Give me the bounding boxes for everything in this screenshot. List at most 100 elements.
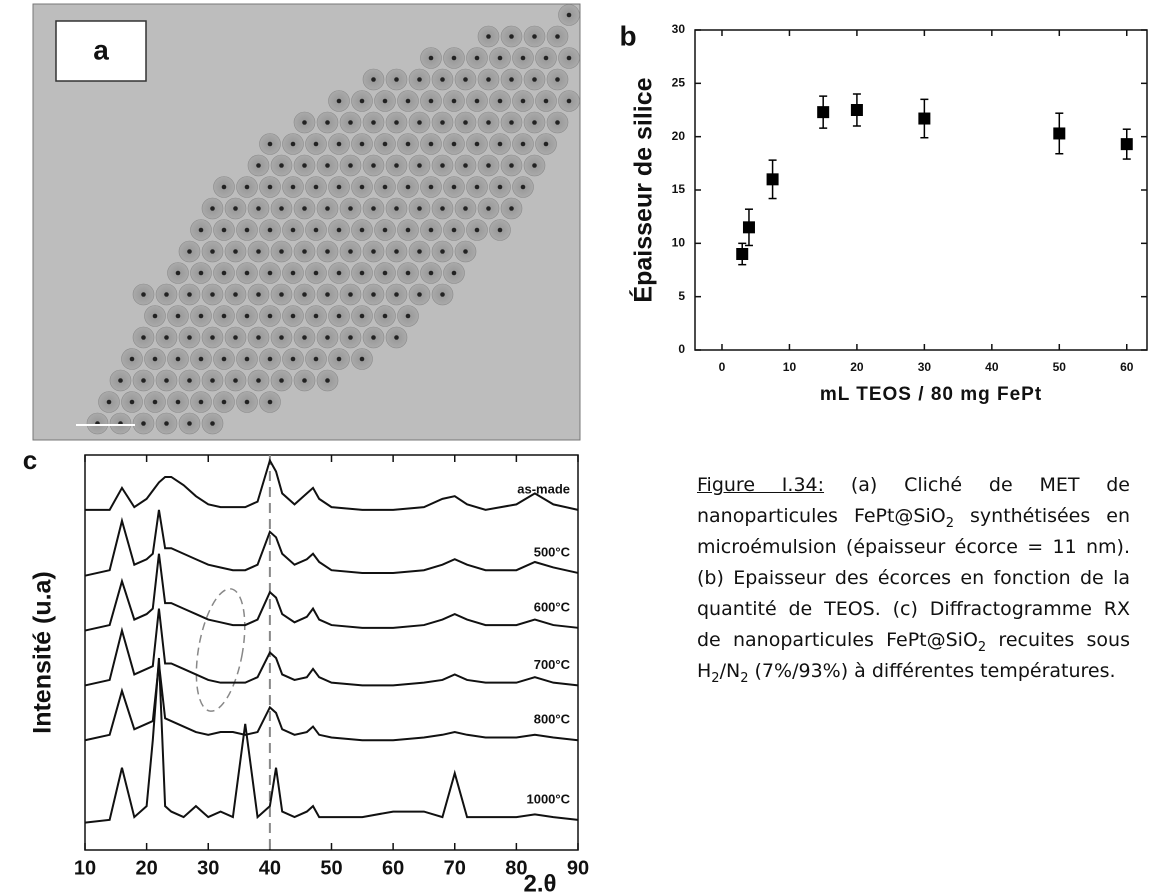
y-tick-label: 5 [678, 289, 685, 303]
particle-core [279, 378, 284, 383]
point [817, 106, 830, 119]
particle-core [267, 270, 273, 276]
particle-core [325, 335, 330, 340]
particle-core [394, 77, 399, 82]
particle-core [164, 292, 169, 297]
particle-core [198, 313, 204, 319]
particle-core [474, 98, 480, 104]
particle-core [325, 120, 330, 125]
y-tick-label: 25 [672, 76, 686, 90]
panel-label: a [93, 34, 109, 65]
x-tick-label: 40 [985, 360, 999, 374]
particle-core [509, 163, 514, 168]
particle-core [405, 141, 411, 147]
particle-core [440, 292, 445, 297]
particle-core [405, 184, 411, 190]
particle-core [497, 55, 503, 61]
particle-core [359, 227, 365, 233]
particle-core [256, 292, 261, 297]
particle-core [451, 55, 457, 61]
series-label: 800°C [534, 712, 571, 727]
particle-core [198, 399, 204, 405]
particle-core [440, 120, 445, 125]
particle-core [175, 399, 181, 405]
particle-core [348, 249, 353, 254]
caption-text: (a) Cliché de MET de nanoparticules FePt… [697, 474, 1130, 527]
particle-core [256, 378, 261, 383]
particle-core [141, 335, 146, 340]
series-line [84, 657, 579, 824]
particle-core [451, 184, 457, 190]
particle-core [417, 206, 422, 211]
particle-core [451, 227, 457, 233]
caption-text: /N [719, 660, 741, 682]
particle-core [543, 98, 549, 104]
particle-core [325, 206, 330, 211]
y-tick-label: 10 [672, 236, 686, 250]
particle-core [267, 313, 273, 319]
particle-core [279, 163, 284, 168]
particle-core [509, 120, 514, 125]
particle-core [141, 378, 146, 383]
series-label: 600°C [534, 599, 571, 614]
particle-core [520, 98, 526, 104]
particle-core [152, 313, 158, 319]
y-axis-title: Épaisseur de silice [629, 77, 658, 302]
particle-core [520, 141, 526, 147]
particle-core [302, 378, 307, 383]
particle-core [440, 163, 445, 168]
particle-core [348, 120, 353, 125]
particle-core [405, 98, 411, 104]
particle-core [233, 335, 238, 340]
particle-core [509, 34, 514, 39]
particle-core [302, 163, 307, 168]
particle-core [359, 184, 365, 190]
particle-core [279, 249, 284, 254]
particle-core [302, 206, 307, 211]
particle-core [244, 313, 250, 319]
particle-core [371, 249, 376, 254]
point [1053, 127, 1066, 140]
particle-core [244, 184, 250, 190]
particle-core [313, 356, 319, 362]
particle-core [463, 206, 468, 211]
particle-core [440, 206, 445, 211]
caption-subscript: 2 [977, 639, 987, 655]
particle-core [497, 141, 503, 147]
particle-core [566, 12, 572, 18]
particle-core [428, 184, 434, 190]
particle-core [371, 77, 376, 82]
particle-core [497, 227, 503, 233]
series-line [85, 457, 579, 511]
particle-core [141, 292, 146, 297]
particle-core [532, 163, 537, 168]
particle-core [313, 141, 319, 147]
particle-core [210, 421, 215, 426]
particle-core [440, 249, 445, 254]
particle-core [451, 270, 457, 276]
particle-core [440, 77, 445, 82]
caption-text: (7%/93%) à différentes températures. [748, 660, 1116, 682]
series-label: 500°C [534, 544, 571, 559]
particle-core [509, 77, 514, 82]
particle-core [555, 77, 560, 82]
particle-core [463, 249, 468, 254]
x-tick-label: 0 [719, 360, 726, 374]
particle-core [302, 120, 307, 125]
particle-core [336, 184, 342, 190]
particle-core [164, 378, 169, 383]
point [742, 221, 755, 234]
particle-core [244, 399, 250, 405]
particle-core [474, 184, 480, 190]
particle-core [382, 98, 388, 104]
particle-core [371, 206, 376, 211]
particle-core [106, 399, 112, 405]
particle-core [336, 356, 342, 362]
x-tick-label: 60 [1120, 360, 1134, 374]
particle-core [221, 270, 227, 276]
particle-core [164, 421, 169, 426]
caption-subscript: 2 [740, 670, 749, 686]
particle-core [509, 206, 514, 211]
particle-core [210, 335, 215, 340]
